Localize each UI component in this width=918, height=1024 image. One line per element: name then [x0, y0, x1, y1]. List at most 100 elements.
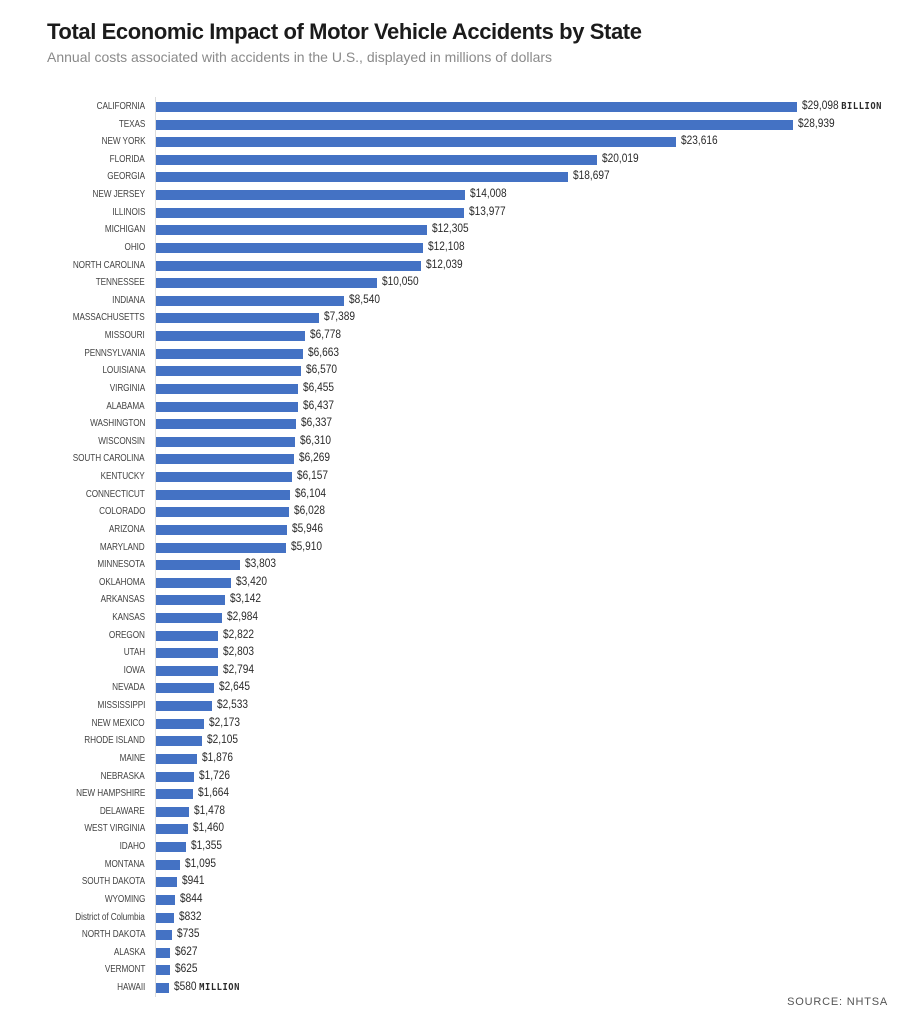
category-label: KANSAS: [112, 611, 145, 623]
value-amount: $12,039: [426, 258, 463, 271]
bar-row: KANSAS $2,984: [0, 609, 918, 626]
bar: [156, 383, 299, 394]
value-amount: $12,108: [427, 240, 465, 253]
category-label: TENNESSEE: [96, 277, 145, 289]
bar-row: UTAH $2,803: [0, 644, 918, 661]
value-label: $20,019: [602, 151, 639, 168]
value-amount: $6,778: [310, 329, 342, 342]
value-amount: $1,355: [190, 840, 222, 853]
chart-subtitle: Annual costs associated with accidents i…: [47, 49, 553, 65]
bar: [156, 965, 170, 976]
value-amount: $20,019: [601, 152, 639, 165]
bar: [156, 102, 797, 112]
value-label: $2,984: [227, 609, 258, 626]
value-amount: $2,984: [226, 610, 258, 623]
value-label: $3,803: [245, 556, 276, 573]
bar-row: ARIZONA $5,946: [0, 521, 918, 538]
value-label: $29,098 BILLION: [802, 98, 882, 115]
bar-row: TENNESSEE $10,050: [0, 274, 918, 291]
category-label: NEW HAMPSHIRE: [75, 788, 145, 800]
value-label: $6,437: [303, 398, 334, 415]
category-label: NORTH CAROLINA: [72, 259, 145, 271]
value-amount: $1,876: [202, 751, 234, 764]
value-amount: $941: [181, 875, 205, 888]
value-label: $6,570: [306, 362, 337, 379]
category-label: DELAWARE: [100, 805, 145, 817]
bar: [156, 542, 287, 553]
value-label: $2,173: [209, 715, 240, 732]
value-label: $2,533: [217, 697, 248, 714]
bar-row: WEST VIRGINIA $1,460: [0, 820, 918, 837]
bar: [156, 983, 169, 993]
value-amount: $627: [174, 945, 198, 958]
bar: [156, 577, 232, 588]
category-label: WEST VIRGINIA: [84, 823, 145, 835]
value-label: $23,616: [681, 133, 718, 150]
value-label: $6,028: [294, 503, 325, 520]
value-amount: $1,664: [197, 787, 229, 800]
value-label: $1,355: [191, 838, 222, 855]
value-label: $28,939: [798, 116, 835, 133]
bar-row: FLORIDA $20,019: [0, 151, 918, 168]
value-label: $627: [175, 944, 198, 961]
bar: [156, 630, 219, 641]
category-label: NEW YORK: [101, 136, 145, 148]
value-amount: $625: [174, 963, 198, 976]
bar-row: IOWA $2,794: [0, 662, 918, 679]
category-label: NEVADA: [112, 682, 145, 694]
bar-row: NEW HAMPSHIRE $1,664: [0, 785, 918, 802]
category-label: IDAHO: [119, 841, 145, 853]
category-label: HAWAII: [116, 982, 145, 993]
category-label: FLORIDA: [110, 153, 145, 165]
category-label: KENTUCKY: [101, 471, 145, 483]
bar: [156, 718, 204, 729]
category-label: OKLAHOMA: [99, 576, 145, 588]
category-label: WYOMING: [104, 893, 146, 905]
bar: [156, 278, 378, 289]
bar: [156, 947, 170, 958]
bar: [156, 472, 292, 483]
value-label: $18,697: [573, 168, 610, 185]
bar: [156, 436, 295, 447]
bar-row: NEVADA $2,645: [0, 679, 918, 696]
value-amount: $1,095: [185, 857, 217, 870]
value-label: $1,726: [199, 768, 230, 785]
value-amount: $844: [179, 892, 203, 905]
value-label: $1,876: [202, 750, 233, 767]
category-label: NEBRASKA: [100, 770, 145, 782]
category-label: RHODE ISLAND: [84, 735, 145, 747]
bar-row: WISCONSIN $6,310: [0, 433, 918, 450]
category-label: NEW JERSEY: [92, 189, 146, 201]
chart-title: Total Economic Impact of Motor Vehicle A…: [47, 19, 642, 44]
value-amount: $8,540: [349, 293, 381, 306]
value-label: $2,105: [207, 732, 238, 749]
category-label: LOUISIANA: [101, 365, 145, 377]
bar-row: IDAHO $1,355: [0, 838, 918, 855]
value-amount: $6,663: [307, 346, 339, 359]
value-amount: $3,420: [236, 575, 268, 588]
value-label: $6,778: [310, 327, 341, 344]
value-label: $1,664: [198, 785, 229, 802]
bar-row: PENNSYLVANIA $6,663: [0, 345, 918, 362]
bar: [156, 894, 175, 905]
value-label: $1,460: [193, 820, 224, 837]
value-amount: $2,803: [222, 646, 254, 659]
value-amount: $3,142: [230, 593, 262, 606]
value-label: $1,095: [185, 856, 216, 873]
bar-row: MASSACHUSETTS $7,389: [0, 309, 918, 326]
bar: [156, 665, 218, 676]
bar-row: MAINE $1,876: [0, 750, 918, 767]
category-label: MISSOURI: [105, 330, 145, 342]
value-amount: $29,098: [802, 100, 839, 112]
category-label: MONTANA: [105, 858, 145, 870]
value-label: $12,305: [432, 221, 469, 238]
value-amount: $7,389: [323, 311, 355, 324]
bar: [156, 401, 298, 412]
value-amount: $6,104: [295, 487, 327, 500]
category-label: OREGON: [109, 629, 145, 641]
value-amount: $832: [179, 910, 202, 923]
value-label: $13,977: [469, 204, 506, 221]
value-amount: $2,794: [222, 663, 254, 676]
value-label: $7,389: [324, 309, 355, 326]
category-label: SOUTH DAKOTA: [81, 876, 145, 888]
